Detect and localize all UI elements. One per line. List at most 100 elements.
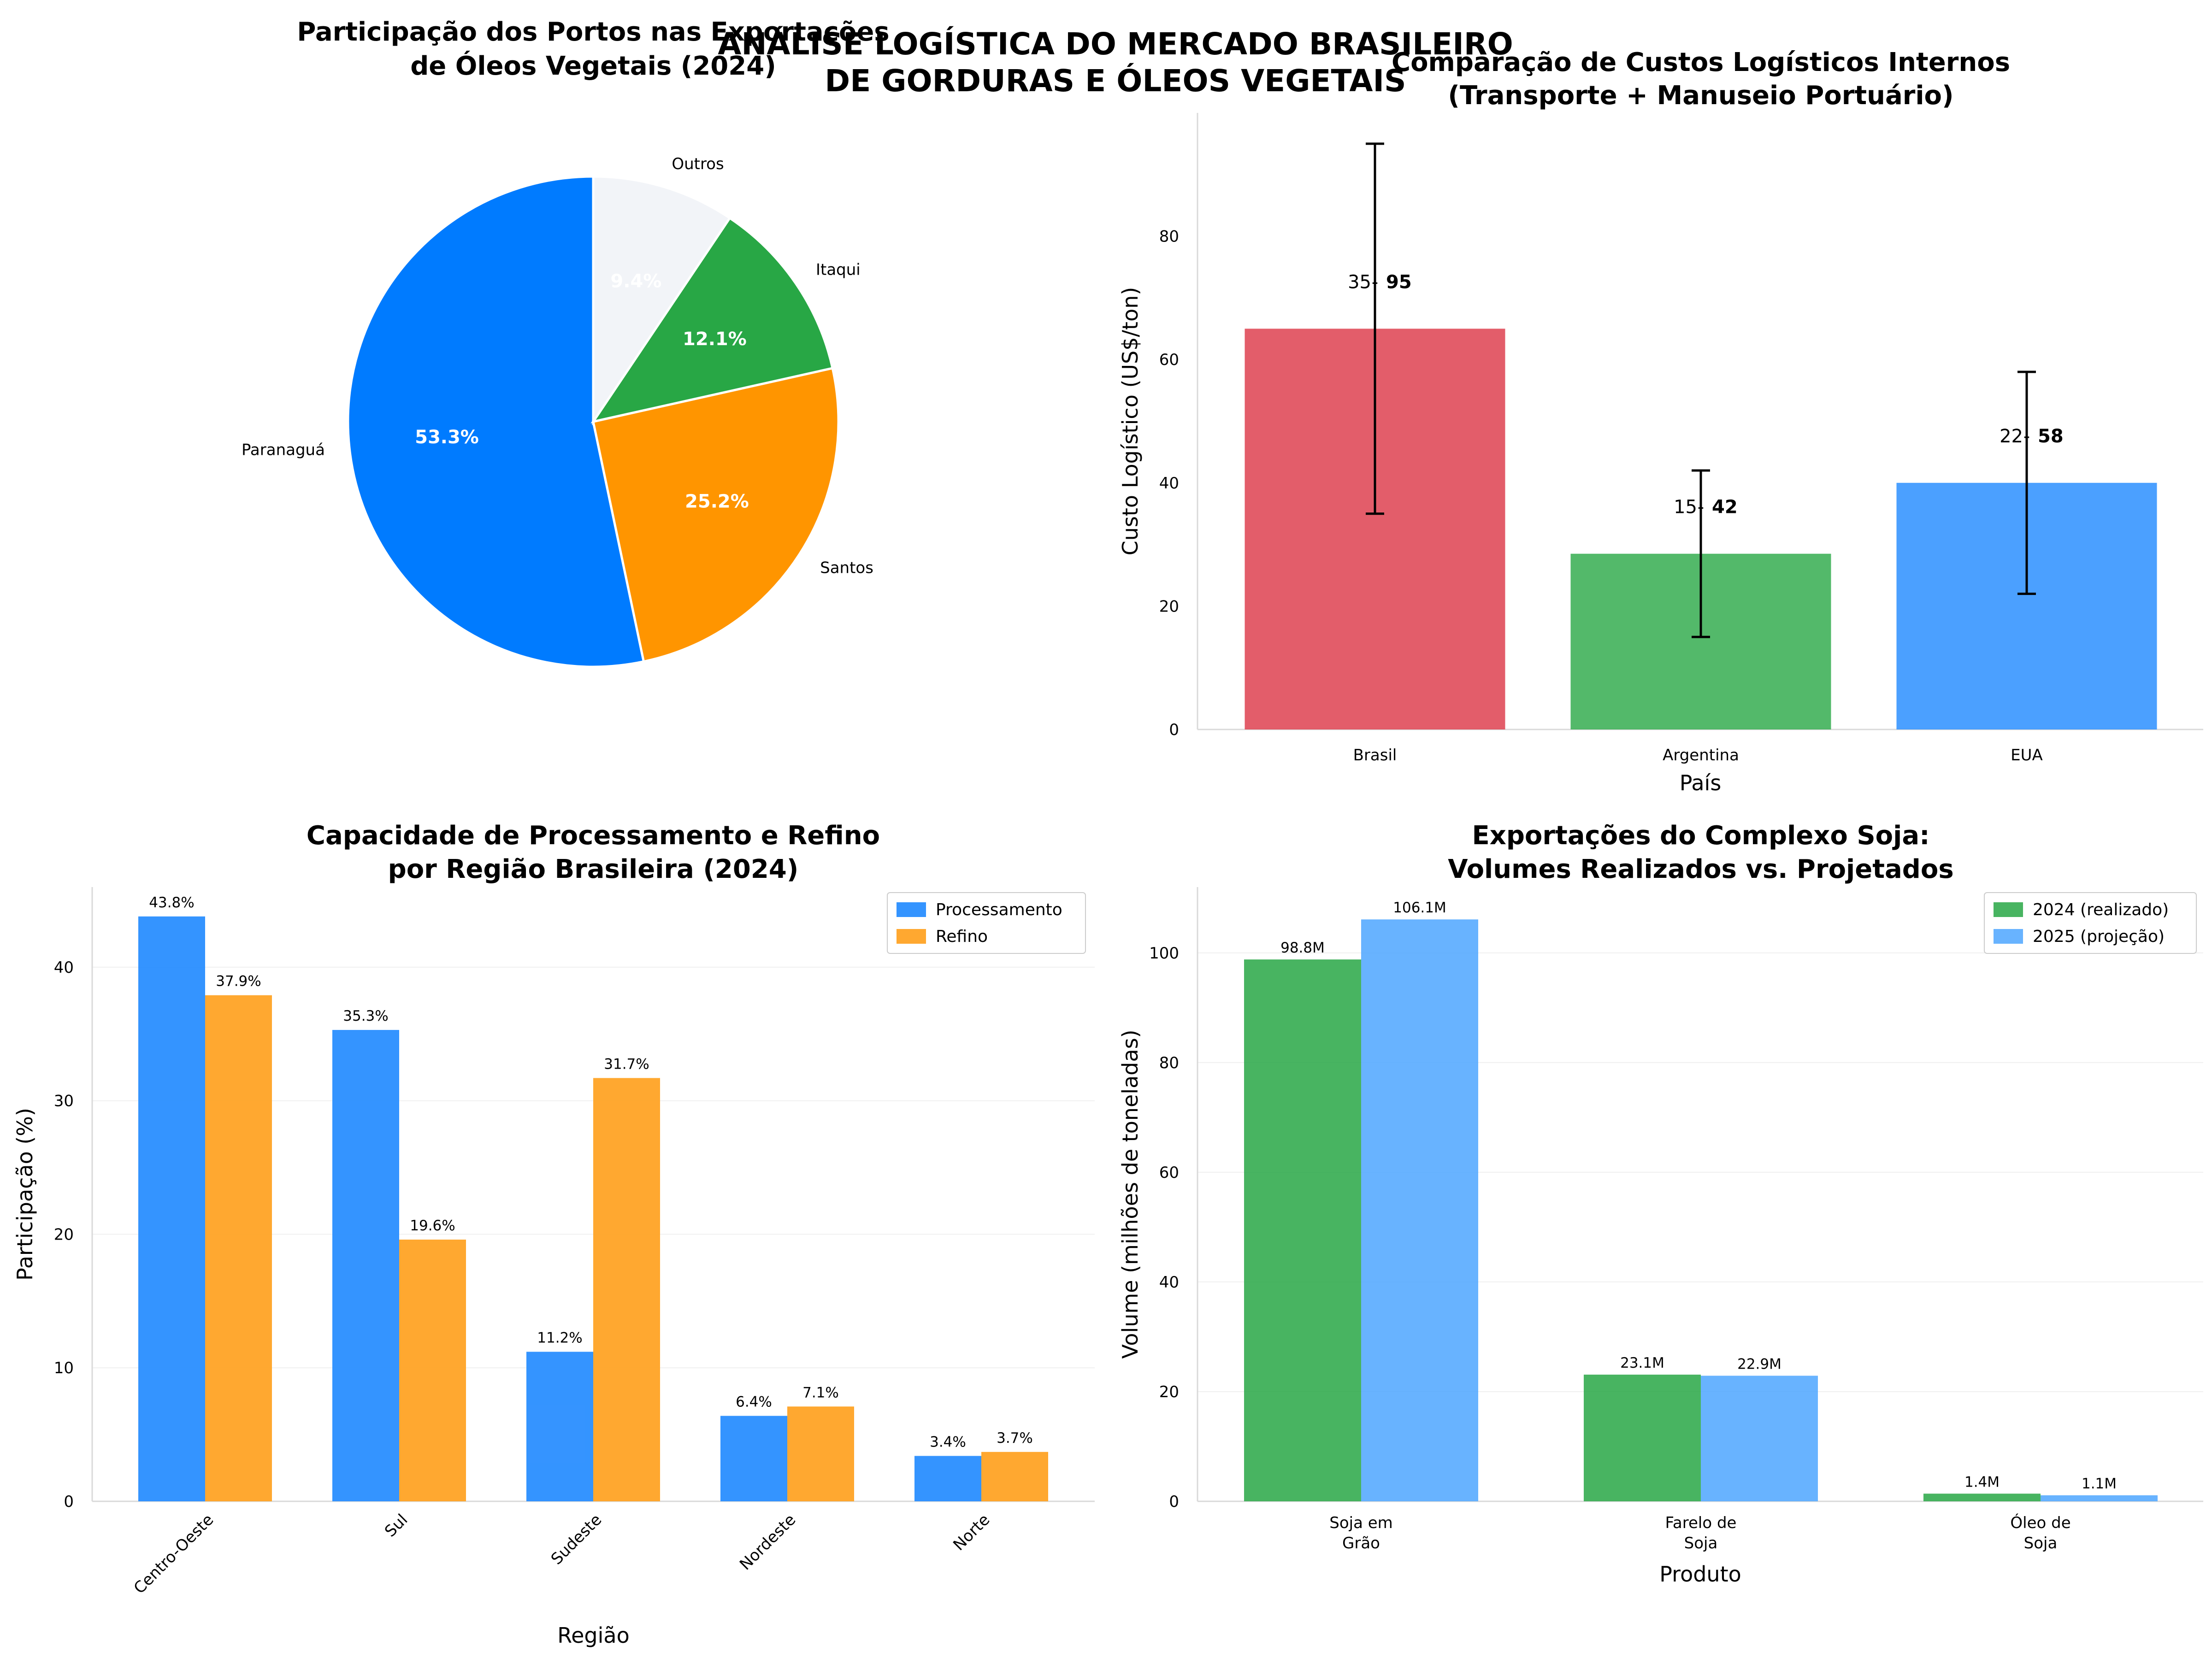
cost-y-tick-label: 0	[1169, 721, 1179, 739]
cost-range-low-label: 22	[2000, 426, 2023, 447]
cost-title-line-2: (Transporte + Manuseio Portuário)	[1448, 81, 1953, 111]
exports-y-tick-label: 40	[1159, 1273, 1179, 1292]
cost-x-axis-label: País	[1680, 770, 1722, 795]
capacity-bar-value-label: 3.7%	[997, 1430, 1033, 1446]
exports-x-tick-label-line-2: Grão	[1342, 1534, 1380, 1552]
capacity-bar-processamento	[526, 1352, 593, 1501]
cost-title-line-1: Comparação de Custos Logísticos Internos	[1392, 47, 2010, 77]
exports-bar-2024	[1584, 1375, 1701, 1501]
exports-y-axis-label: Volume (milhões de toneladas)	[1118, 1029, 1143, 1358]
cost-y-tick-label: 20	[1159, 597, 1179, 616]
exports-y-tick-label: 20	[1159, 1383, 1179, 1401]
pie-pct-label: 12.1%	[683, 329, 747, 350]
pie-pct-label: 9.4%	[610, 271, 661, 292]
exports-y-tick-label: 80	[1159, 1054, 1179, 1072]
capacity-bar-value-label: 37.9%	[216, 973, 261, 990]
pie-category-label: Outros	[672, 155, 724, 173]
capacity-legend-swatch	[897, 902, 926, 917]
exports-bar-value-label: 98.8M	[1280, 940, 1325, 956]
exports-title-line-2: Volumes Realizados vs. Projetados	[1448, 854, 1953, 884]
pie-chart-panel: Participação dos Portos nas Exportações d…	[242, 17, 890, 668]
suptitle-line-1: ANÁLISE LOGÍSTICA DO MERCADO BRASILEIRO	[718, 26, 1513, 62]
pie-slice-outros	[592, 175, 731, 426]
exports-legend-label: 2025 (projeção)	[2033, 927, 2165, 946]
capacity-bar-processamento	[138, 916, 205, 1501]
exports-bar-value-label: 106.1M	[1393, 900, 1446, 916]
suptitle-line-2: DE GORDURAS E ÓLEOS VEGETAIS	[825, 63, 1406, 99]
cost-range-high-label: 95	[1386, 271, 1412, 293]
pie-slice-paranaguá	[347, 175, 645, 668]
capacity-y-tick-label: 20	[54, 1225, 74, 1244]
pie-title-line-1: Participação dos Portos nas Exportações	[297, 17, 889, 47]
capacity-y-tick-label: 0	[64, 1493, 74, 1511]
exports-bar-2025	[1701, 1376, 1818, 1501]
exports-bar-value-label: 22.9M	[1737, 1356, 1781, 1372]
capacity-x-tick-label: Centro-Oeste	[130, 1511, 218, 1598]
capacity-bar-value-label: 19.6%	[410, 1217, 455, 1234]
capacity-bar-value-label: 3.4%	[930, 1434, 966, 1450]
exports-bar-2025	[2041, 1495, 2158, 1501]
exports-x-tick-label-line-1: Soja em	[1329, 1514, 1393, 1532]
capacity-bar-refino	[593, 1078, 660, 1501]
exports-chart-panel: Exportações do Complexo Soja:Volumes Rea…	[1118, 821, 2203, 1587]
cost-range-high-label: 58	[2038, 426, 2064, 447]
exports-bar-2024	[1244, 959, 1361, 1501]
pie-category-label: Santos	[820, 559, 873, 577]
cost-range-high-label: 42	[1712, 497, 1738, 518]
capacity-legend-box	[887, 892, 1086, 954]
capacity-bar-value-label: 7.1%	[802, 1384, 839, 1401]
pie-title-line-2: de Óleos Vegetais (2024)	[410, 51, 776, 81]
pie-pct-label: 25.2%	[685, 491, 749, 512]
exports-legend-swatch	[1994, 929, 2023, 944]
exports-x-tick-label-line-2: Soja	[1684, 1534, 1718, 1552]
pie-pct-label: 53.3%	[415, 427, 479, 448]
cost-y-tick-label: 60	[1159, 351, 1179, 369]
pie-slice-itaqui	[590, 216, 834, 423]
capacity-y-tick-label: 40	[54, 958, 74, 977]
capacity-x-axis-label: Região	[557, 1623, 630, 1648]
capacity-bar-refino	[787, 1406, 854, 1501]
cost-range-low-label: 35	[1348, 271, 1371, 293]
capacity-legend-label: Refino	[936, 927, 988, 946]
cost-range-low-label: 15	[1674, 497, 1697, 518]
exports-y-tick-label: 0	[1169, 1493, 1179, 1511]
capacity-bar-value-label: 31.7%	[604, 1056, 649, 1072]
capacity-title-line-2: por Região Brasileira (2024)	[388, 854, 799, 884]
exports-title-line-1: Exportações do Complexo Soja:	[1472, 821, 1929, 851]
capacity-chart-panel: Capacidade de Processamento e Refinopor …	[12, 821, 1095, 1648]
capacity-bar-refino	[981, 1452, 1048, 1501]
cost-y-tick-label: 80	[1159, 228, 1179, 246]
capacity-bar-refino	[399, 1240, 466, 1501]
capacity-bar-processamento	[720, 1416, 787, 1501]
capacity-x-tick-label: Sudeste	[548, 1511, 606, 1569]
capacity-bar-processamento	[914, 1456, 981, 1501]
cost-chart-panel: Comparação de Custos Logísticos Internos…	[1118, 47, 2203, 795]
cost-x-tick-label: EUA	[2011, 746, 2043, 764]
capacity-y-tick-label: 30	[54, 1092, 74, 1111]
cost-y-axis-label: Custo Logístico (US$/ton)	[1118, 287, 1143, 556]
capacity-x-tick-label: Nordeste	[736, 1511, 799, 1574]
capacity-bar-processamento	[332, 1030, 399, 1501]
pie-category-label: Paranaguá	[242, 441, 325, 459]
cost-x-tick-label: Brasil	[1353, 746, 1397, 764]
exports-y-tick-label: 60	[1159, 1164, 1179, 1182]
exports-bar-2024	[1923, 1493, 2041, 1501]
exports-legend-box	[1984, 892, 2197, 954]
exports-bar-value-label: 1.1M	[2082, 1476, 2117, 1492]
exports-y-tick-label: 100	[1149, 944, 1179, 963]
cost-y-tick-label: 40	[1159, 474, 1179, 493]
cost-x-tick-label: Argentina	[1663, 746, 1739, 764]
capacity-bar-refino	[205, 995, 272, 1501]
exports-bar-2025	[1361, 919, 1478, 1501]
exports-legend-label: 2024 (realizado)	[2033, 900, 2169, 919]
cost-range-separator: -	[1372, 271, 1378, 293]
exports-bar-value-label: 23.1M	[1620, 1355, 1664, 1371]
capacity-title-line-1: Capacidade de Processamento e Refino	[307, 821, 880, 851]
exports-x-axis-label: Produto	[1659, 1562, 1741, 1587]
exports-x-tick-label-line-1: Farelo de	[1665, 1514, 1737, 1532]
exports-x-tick-label-line-2: Soja	[2024, 1534, 2058, 1552]
cost-range-separator: -	[2023, 426, 2030, 447]
capacity-bar-value-label: 43.8%	[149, 894, 194, 911]
exports-bar-value-label: 1.4M	[1964, 1474, 2000, 1490]
